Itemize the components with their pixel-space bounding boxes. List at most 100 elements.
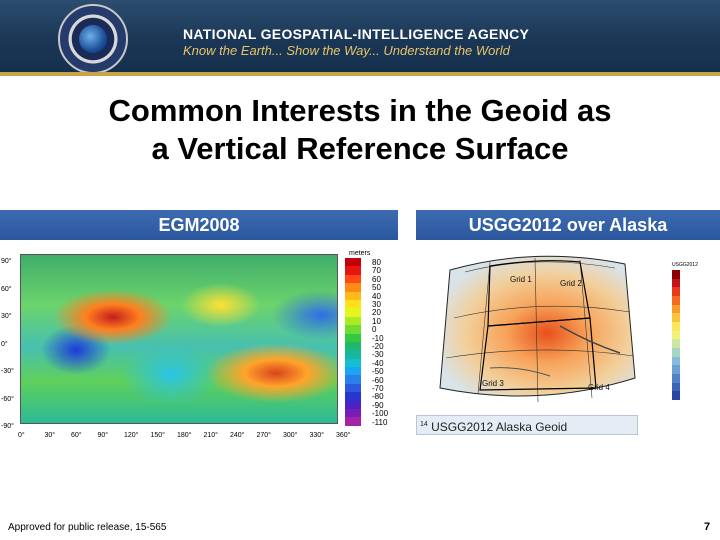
release-statement: Approved for public release, 15-565 <box>8 522 167 533</box>
latitude-label: -60° <box>1 395 14 403</box>
alaska-legend-cell <box>672 270 680 279</box>
latitude-label: 60° <box>1 285 12 293</box>
longitude-label: 30° <box>44 432 56 439</box>
colorbar-value: -70 <box>372 384 384 393</box>
colorbar-cell <box>345 367 361 376</box>
colorbar-title: meters <box>349 250 371 257</box>
colorbar-value: -10 <box>372 333 384 343</box>
colorbar-cell <box>345 325 361 334</box>
grid-4-label: Grid 4 <box>588 383 610 392</box>
title-line-1: Common Interests in the Geoid as <box>108 93 612 128</box>
title-line-2: a Vertical Reference Surface <box>151 131 569 166</box>
colorbar-cell <box>345 274 361 284</box>
colorbar-value: 20 <box>372 308 381 318</box>
alaska-legend-cell <box>672 365 680 374</box>
colorbar-cell <box>345 316 361 326</box>
alaska-legend-cell <box>672 304 680 314</box>
banner-stripe <box>0 72 720 76</box>
colorbar-value: 40 <box>372 291 381 301</box>
colorbar <box>345 258 361 426</box>
colorbar-cell <box>345 299 361 309</box>
alaska-legend <box>672 270 698 400</box>
longitude-label: 240° <box>230 432 245 439</box>
colorbar-cell <box>345 358 361 368</box>
alaska-legend-cell <box>672 278 680 288</box>
agency-banner: NATIONAL GEOSPATIAL-INTELLIGENCE AGENCY … <box>0 0 720 74</box>
colorbar-cell <box>345 333 361 342</box>
latitude-label: -30° <box>1 368 14 375</box>
agency-name: NATIONAL GEOSPATIAL-INTELLIGENCE AGENCY <box>183 26 530 42</box>
alaska-legend-cell <box>672 295 680 305</box>
longitude-label: 300° <box>283 432 298 439</box>
colorbar-value: 70 <box>372 266 381 276</box>
latitude-label: 30° <box>1 313 12 320</box>
colorbar-value: -20 <box>372 342 384 351</box>
agency-tagline: Know the Earth... Show the Way... Unders… <box>183 43 510 58</box>
colorbar-value: 50 <box>372 283 381 293</box>
colorbar-cell <box>345 417 361 426</box>
usgg2012-header: USGG2012 over Alaska <box>416 210 720 240</box>
alaska-legend-cell <box>672 347 680 357</box>
colorbar-cell <box>345 400 361 410</box>
alaska-legend-cell <box>672 287 680 296</box>
longitude-label: 90° <box>97 432 109 439</box>
alaska-legend-title: USGG2012 <box>672 262 698 268</box>
colorbar-cell <box>345 291 361 300</box>
colorbar-value: 10 <box>372 316 381 326</box>
egm2008-figure: 90° 60° 30° 0° -30° -60° -90° 0° 30° 60° 90° 120° 1… <box>0 244 398 444</box>
colorbar-value: -100 <box>372 409 389 419</box>
alaska-legend-cell <box>672 382 680 392</box>
alaska-legend-cell <box>672 356 680 366</box>
colorbar-cell <box>345 409 361 418</box>
longitude-label: 150° <box>150 432 165 439</box>
longitude-label: 180° <box>177 432 192 439</box>
colorbar-cell <box>345 258 361 267</box>
colorbar-value: 30 <box>372 300 381 309</box>
longitude-label: 120° <box>124 432 139 439</box>
colorbar-cell <box>345 341 361 351</box>
egm2008-world-map <box>20 254 338 424</box>
latitude-label: 90° <box>1 258 12 265</box>
longitude-label: 270° <box>256 432 271 439</box>
colorbar-cell <box>345 308 361 317</box>
colorbar-value: -90 <box>372 400 384 410</box>
colorbar-value: -40 <box>372 358 384 368</box>
colorbar-value: -30 <box>372 350 384 360</box>
longitude-label: 210° <box>203 432 218 439</box>
grid-2-label: Grid 2 <box>560 279 582 288</box>
alaska-legend-cell <box>672 313 680 322</box>
page-number: 7 <box>704 521 711 533</box>
globe-icon <box>79 25 107 53</box>
colorbar-value: -50 <box>372 367 384 377</box>
longitude-label: 330° <box>309 432 324 439</box>
colorbar-cell <box>345 283 361 292</box>
egm2008-header: EGM2008 <box>0 210 398 240</box>
longitude-label: 360° <box>336 432 351 439</box>
colorbar-cell <box>345 350 361 359</box>
alaska-legend-cell <box>672 391 680 400</box>
figure-caption: 14 USGG2012 Alaska Geoid <box>416 415 638 435</box>
usgg2012-alaska-map: Grid 1 Grid 2 Grid 3 Grid 4 <box>439 255 636 403</box>
alaska-legend-cell <box>672 373 680 383</box>
latitude-label: 0° <box>1 340 8 348</box>
alaska-legend-cell <box>672 321 680 331</box>
grid-1-label: Grid 1 <box>510 275 532 284</box>
alaska-legend-cell <box>672 339 680 348</box>
longitude-label: 60° <box>71 432 82 439</box>
colorbar-value: -80 <box>372 392 384 402</box>
alaska-legend-cell <box>672 330 680 340</box>
colorbar-cell <box>345 375 361 384</box>
nga-seal-icon <box>58 4 128 74</box>
caption-number: 14 <box>420 421 428 428</box>
colorbar-value: -110 <box>372 417 388 427</box>
colorbar-value: -60 <box>372 375 384 385</box>
colorbar-cell <box>345 392 361 401</box>
colorbar-cell <box>345 383 361 393</box>
longitude-label: 0° <box>18 432 25 439</box>
colorbar-cell <box>345 266 361 275</box>
colorbar-value: 60 <box>372 274 381 284</box>
colorbar-value: 80 <box>372 258 381 267</box>
grid-3-label: Grid 3 <box>482 379 504 388</box>
colorbar-value: 0 <box>372 325 377 335</box>
caption-text: USGG2012 Alaska Geoid <box>431 420 568 434</box>
